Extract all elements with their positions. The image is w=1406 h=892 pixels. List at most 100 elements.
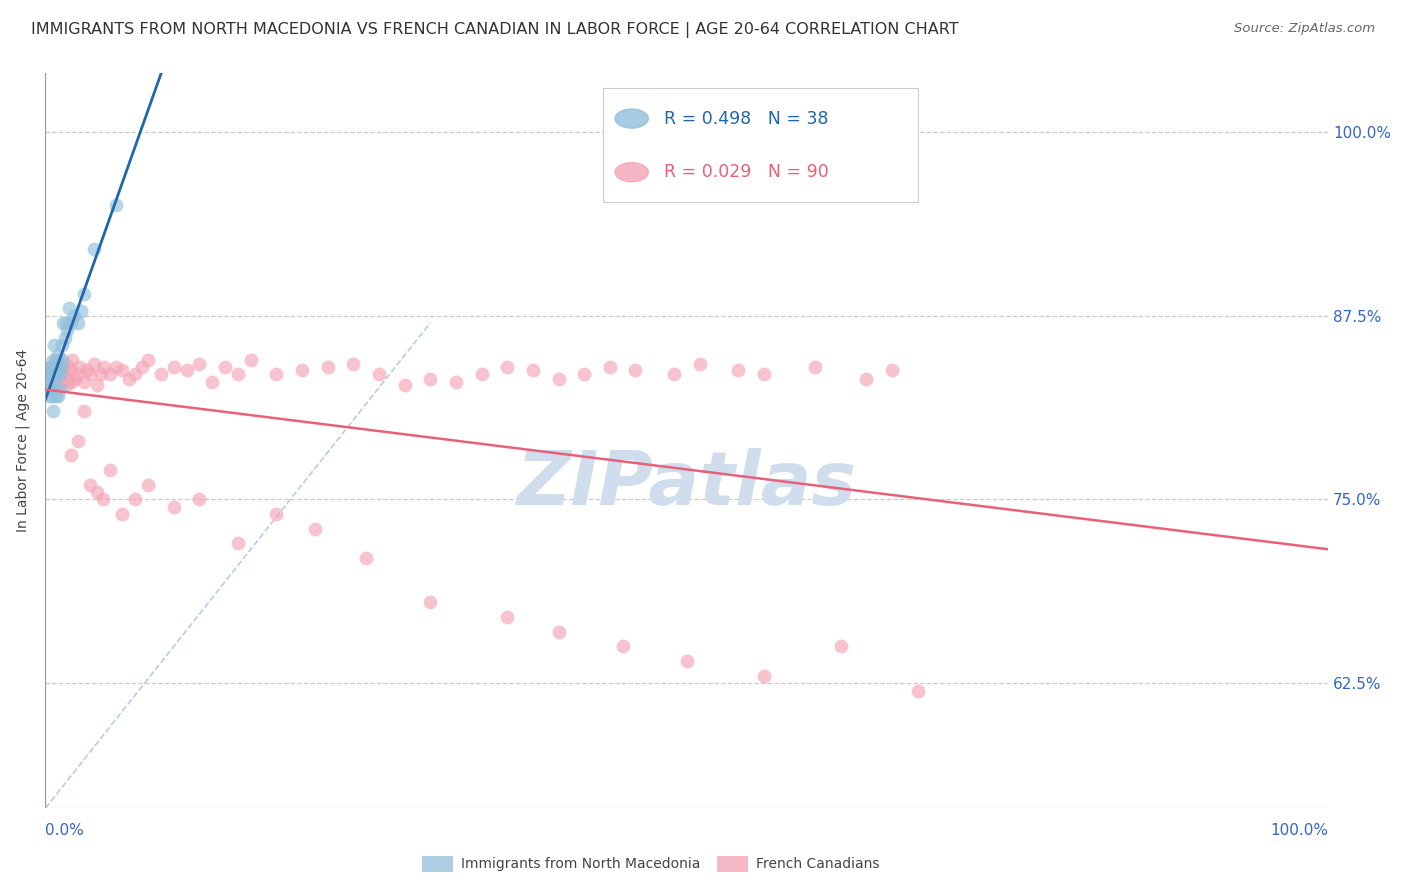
Point xyxy=(69,359,91,374)
Point xyxy=(342,357,364,371)
Point xyxy=(41,375,63,389)
Point xyxy=(105,359,128,374)
Point xyxy=(98,463,121,477)
Circle shape xyxy=(614,162,648,182)
Point xyxy=(42,404,65,418)
Text: Source: ZipAtlas.com: Source: ZipAtlas.com xyxy=(1234,22,1375,36)
Point xyxy=(45,359,67,374)
Text: ZIPatlas: ZIPatlas xyxy=(517,448,856,521)
Point xyxy=(163,359,186,374)
Point xyxy=(354,551,377,566)
Point xyxy=(48,368,70,382)
Point xyxy=(41,368,63,382)
Point xyxy=(52,368,75,382)
Point xyxy=(91,492,114,507)
Point xyxy=(83,357,105,371)
Text: 0.0%: 0.0% xyxy=(45,822,84,838)
Point xyxy=(58,359,80,374)
Point xyxy=(48,382,70,396)
Point xyxy=(547,372,569,386)
Point xyxy=(46,359,69,374)
Point xyxy=(79,368,101,382)
Point xyxy=(60,316,83,330)
Point xyxy=(45,352,67,367)
Point xyxy=(496,610,519,624)
Point xyxy=(41,359,63,374)
Text: R = 0.498   N = 38: R = 0.498 N = 38 xyxy=(664,110,828,128)
Point xyxy=(214,359,236,374)
Circle shape xyxy=(614,109,648,128)
Point xyxy=(52,316,75,330)
Point xyxy=(48,368,70,382)
Point xyxy=(727,363,749,377)
Point xyxy=(60,375,83,389)
Point xyxy=(599,359,621,374)
Point xyxy=(176,363,198,377)
Point xyxy=(496,359,519,374)
Point xyxy=(612,640,634,654)
Point xyxy=(51,352,73,367)
Point xyxy=(124,368,146,382)
Point xyxy=(689,357,711,371)
Point xyxy=(45,389,67,403)
Point xyxy=(188,357,211,371)
Point xyxy=(752,669,775,683)
Point xyxy=(38,359,60,374)
Point xyxy=(46,363,69,377)
Text: IMMIGRANTS FROM NORTH MACEDONIA VS FRENCH CANADIAN IN LABOR FORCE | AGE 20-64 CO: IMMIGRANTS FROM NORTH MACEDONIA VS FRENC… xyxy=(31,22,959,38)
Point xyxy=(316,359,339,374)
Point xyxy=(79,477,101,491)
Point xyxy=(53,331,76,345)
Point xyxy=(55,316,77,330)
Point xyxy=(624,363,647,377)
Point xyxy=(163,500,186,514)
Point xyxy=(66,368,89,382)
Point xyxy=(73,404,96,418)
FancyBboxPatch shape xyxy=(603,87,918,202)
Point xyxy=(42,363,65,377)
Point xyxy=(111,363,134,377)
Point xyxy=(62,309,84,323)
Point xyxy=(73,375,96,389)
Point xyxy=(51,338,73,352)
Point xyxy=(105,198,128,212)
Point xyxy=(547,624,569,639)
Point xyxy=(44,359,66,374)
Y-axis label: In Labor Force | Age 20-64: In Labor Force | Age 20-64 xyxy=(15,349,30,533)
Point xyxy=(46,348,69,362)
Point xyxy=(880,363,903,377)
Point xyxy=(136,352,159,367)
Point xyxy=(46,377,69,392)
Point xyxy=(56,372,79,386)
Point xyxy=(855,372,877,386)
Point xyxy=(368,368,391,382)
Point xyxy=(55,377,77,392)
Point xyxy=(51,359,73,374)
Point xyxy=(76,363,98,377)
Point xyxy=(419,595,441,609)
Point xyxy=(49,359,72,374)
Point xyxy=(304,522,326,536)
Point xyxy=(44,375,66,389)
Point xyxy=(266,507,288,521)
Point xyxy=(124,492,146,507)
Point xyxy=(522,363,544,377)
Point xyxy=(63,372,86,386)
Point xyxy=(39,368,62,382)
Point xyxy=(38,359,60,374)
Point xyxy=(39,382,62,396)
Point xyxy=(471,368,494,382)
Point xyxy=(46,352,69,367)
Point xyxy=(226,536,249,550)
Point xyxy=(41,389,63,403)
Point xyxy=(111,507,134,521)
Point xyxy=(42,382,65,396)
Point xyxy=(46,389,69,403)
Point xyxy=(149,368,172,382)
Point xyxy=(86,377,108,392)
Point xyxy=(675,654,697,668)
Point xyxy=(44,372,66,386)
Text: R = 0.029   N = 90: R = 0.029 N = 90 xyxy=(664,163,828,181)
Point xyxy=(239,352,262,367)
Text: 100.0%: 100.0% xyxy=(1270,822,1329,838)
